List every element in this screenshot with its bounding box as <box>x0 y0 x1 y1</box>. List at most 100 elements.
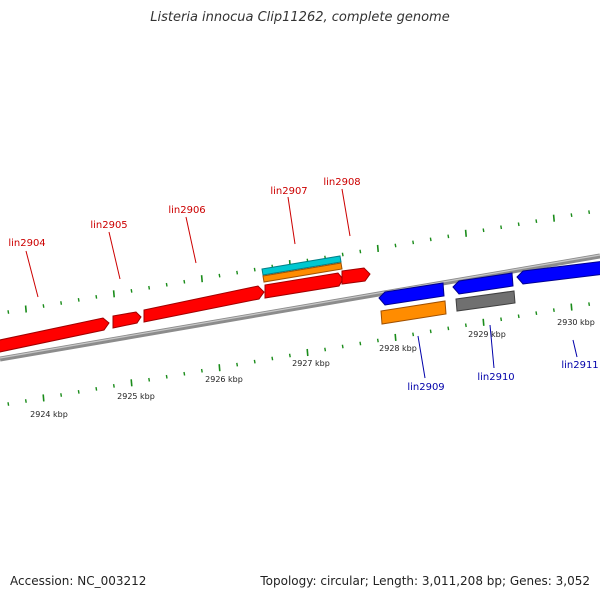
major-tick <box>306 348 309 357</box>
label-lin2909[interactable]: lin2909 <box>407 382 444 393</box>
scale-label: 2927 kbp <box>292 359 330 368</box>
label-lin2907[interactable]: lin2907 <box>270 186 307 197</box>
minor-tick <box>60 393 63 397</box>
genome-summary-text: Topology: circular; Length: 3,011,208 bp… <box>260 574 590 588</box>
scale-label: 2926 kbp <box>205 375 243 384</box>
major-tick <box>112 290 115 298</box>
minor-tick <box>288 353 291 358</box>
minor-tick <box>376 338 379 343</box>
minor-tick <box>24 399 27 403</box>
minor-tick <box>218 273 221 278</box>
cds-lin2909-orange[interactable] <box>380 300 447 325</box>
minor-tick <box>412 240 415 245</box>
minor-tick <box>429 329 432 334</box>
minor-tick <box>253 267 256 272</box>
scale-labels: 2924 kbp 2925 kbp 2926 kbp 2927 kbp 2928… <box>30 318 595 419</box>
label-lin2908[interactable]: lin2908 <box>323 177 360 188</box>
backbone-highlight <box>0 254 600 359</box>
minor-tick <box>77 297 80 302</box>
minor-tick <box>341 252 344 257</box>
major-tick <box>130 379 133 387</box>
major-tick <box>570 303 573 311</box>
minor-tick <box>60 301 63 305</box>
label-lin2911[interactable]: lin2911 <box>561 360 598 371</box>
minor-tick <box>112 383 115 388</box>
minor-tick <box>429 237 432 242</box>
gene-lin2908[interactable] <box>341 267 371 285</box>
reverse-gene-labels: lin2909 lin2910 lin2911 <box>407 360 598 393</box>
gene-lin2904[interactable] <box>0 317 110 353</box>
minor-tick <box>95 386 98 391</box>
forward-genes <box>0 255 371 353</box>
minor-tick <box>517 222 520 227</box>
minor-tick <box>7 310 10 314</box>
major-tick <box>464 229 467 237</box>
scale-label: 2928 kbp <box>379 344 417 353</box>
minor-tick <box>200 368 203 373</box>
minor-tick <box>552 308 555 313</box>
reverse-label-pointers <box>417 324 578 379</box>
minor-tick <box>271 356 274 361</box>
gene-lin2910[interactable] <box>452 272 514 295</box>
cds-lin2907-orange[interactable] <box>262 262 343 283</box>
minor-tick <box>183 279 186 284</box>
gene-lin2911[interactable] <box>516 261 600 285</box>
minor-tick <box>183 371 186 376</box>
label-lin2905[interactable]: lin2905 <box>90 220 127 231</box>
major-tick <box>42 394 45 402</box>
minor-tick <box>77 389 80 394</box>
scale-label: 2924 kbp <box>30 410 68 419</box>
minor-tick <box>394 243 397 248</box>
accession-text: Accession: NC_003212 <box>10 574 147 588</box>
major-tick <box>482 318 485 326</box>
map-title: Listeria innocua Clip11262, complete gen… <box>150 10 450 25</box>
minor-tick <box>7 402 10 406</box>
minor-tick <box>148 285 151 290</box>
genome-backbone <box>0 253 600 362</box>
label-lin2910[interactable]: lin2910 <box>477 372 514 383</box>
minor-tick <box>236 270 239 275</box>
cds-lin2910-gray[interactable] <box>455 290 516 312</box>
minor-tick <box>447 326 450 331</box>
minor-tick <box>517 314 520 319</box>
minor-tick <box>165 374 168 379</box>
major-tick <box>394 333 397 341</box>
major-tick <box>552 214 555 222</box>
scale-label: 2929 kbp <box>468 330 506 339</box>
major-tick <box>218 364 221 372</box>
minor-tick <box>482 228 485 233</box>
forward-label-pointers <box>25 188 351 298</box>
label-lin2904[interactable]: lin2904 <box>8 238 45 249</box>
minor-tick <box>500 225 503 230</box>
minor-tick <box>95 294 98 299</box>
minor-tick <box>42 304 45 308</box>
gene-lin2909[interactable] <box>378 282 445 306</box>
minor-tick <box>447 234 450 239</box>
minor-tick <box>588 302 591 307</box>
minor-tick <box>535 219 538 224</box>
cds-lin2907-cyan[interactable] <box>261 255 342 276</box>
scale-label: 2925 kbp <box>117 392 155 401</box>
minor-tick <box>359 249 362 254</box>
major-tick <box>24 305 27 313</box>
minor-tick <box>359 341 362 346</box>
minor-tick <box>570 213 573 218</box>
gene-lin2906[interactable] <box>143 285 265 323</box>
label-lin2906[interactable]: lin2906 <box>168 205 205 216</box>
minor-tick <box>165 282 168 287</box>
minor-tick <box>341 344 344 349</box>
gene-lin2905[interactable] <box>112 311 142 329</box>
minor-tick <box>236 362 239 367</box>
minor-tick <box>148 377 151 382</box>
major-tick <box>376 244 379 252</box>
minor-tick <box>500 317 503 322</box>
minor-tick <box>535 311 538 316</box>
minor-tick <box>588 210 591 215</box>
reverse-genes <box>378 261 600 325</box>
gene-lin2907[interactable] <box>264 272 344 299</box>
minor-tick <box>253 359 256 364</box>
lower-tick-track <box>7 302 591 406</box>
minor-tick <box>464 323 467 328</box>
forward-gene-labels: lin2904 lin2905 lin2906 lin2907 lin2908 <box>8 177 360 249</box>
